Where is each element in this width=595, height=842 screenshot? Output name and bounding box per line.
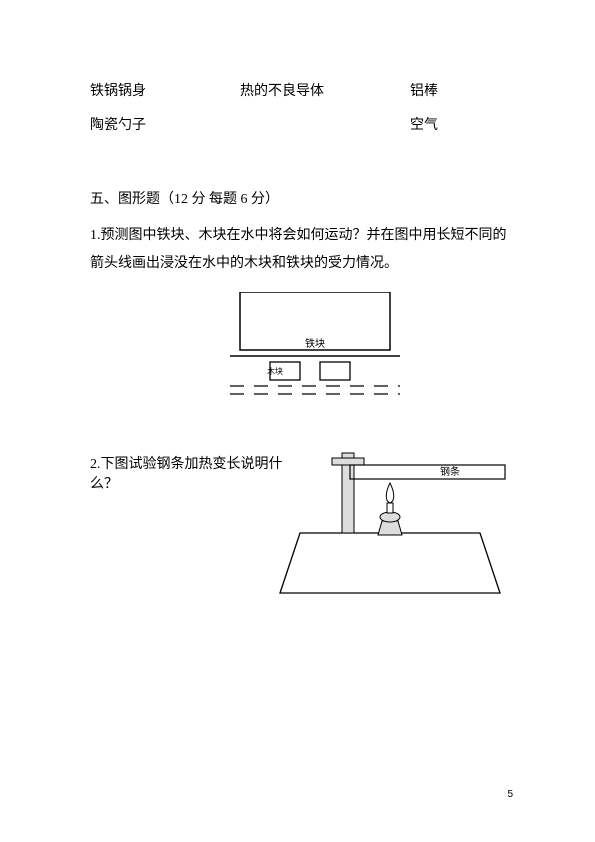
svg-text:木块: 木块 [267,366,283,376]
term-cell: 铁锅锅身 [90,80,240,100]
question-1-text: 1.预测图中铁块、木块在水中将会如何运动？并在图中用长短不同的 箭头线画出浸没在… [90,222,510,278]
figure-2-svg: 钢条 [270,443,510,603]
figure-1-svg: 铁块木块 [220,292,410,412]
terms-row-1: 铁锅锅身 热的不良导体 铝棒 [90,80,510,100]
figure-2: 钢条 [270,443,510,608]
q1-line2: 箭头线画出浸没在水中的木块和铁块的受力情况。 [90,256,398,271]
term-cell: 陶瓷勺子 [90,114,240,134]
term-cell: 铝棒 [410,80,510,100]
question-2-text: 2.下图试验钢条加热变长说明什么？ [90,453,290,493]
q1-line1: 1.预测图中铁块、木块在水中将会如何运动？并在图中用长短不同的 [90,228,507,243]
term-cell: 热的不良导体 [240,80,410,100]
term-cell: 空气 [410,114,510,134]
svg-text:铁块: 铁块 [305,337,325,350]
svg-text:钢条: 钢条 [440,465,460,478]
section-title: 五、图形题（12 分 每题 6 分） [90,188,510,208]
term-cell [240,114,410,134]
figure-1: 铁块木块 [220,292,510,417]
page-number: 5 [507,789,513,800]
terms-row-2: 陶瓷勺子 空气 [90,114,510,134]
